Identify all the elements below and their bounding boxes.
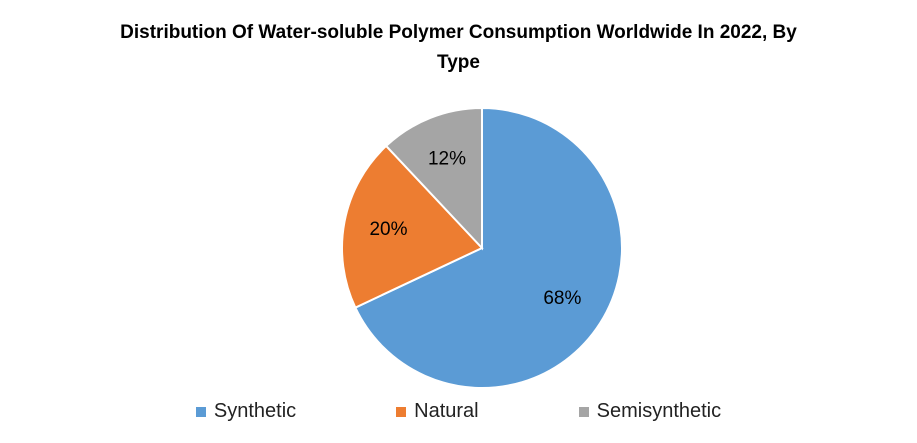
legend-swatch xyxy=(396,406,407,417)
chart-title: Distribution Of Water-soluble Polymer Co… xyxy=(120,22,797,73)
data-label: 68% xyxy=(543,288,581,309)
data-label: 20% xyxy=(369,219,407,240)
legend-item: Synthetic xyxy=(195,400,297,423)
pie-slice xyxy=(384,106,483,251)
legend-swatch xyxy=(195,406,206,417)
legend-label: Synthetic xyxy=(213,400,297,422)
legend-swatch xyxy=(578,406,589,417)
legend: Synthetic Natural Semisynthetic xyxy=(0,400,917,423)
data-label: 12% xyxy=(428,149,466,170)
legend-label: Semisynthetic xyxy=(596,400,722,422)
legend-label: Natural xyxy=(414,400,479,422)
pie-slice xyxy=(341,144,484,309)
legend-item: Semisynthetic xyxy=(578,400,722,423)
pie-slice xyxy=(353,106,623,389)
title-box: Distribution Of Water-soluble Polymer Co… xyxy=(0,18,917,78)
legend-item: Natural xyxy=(396,400,479,423)
